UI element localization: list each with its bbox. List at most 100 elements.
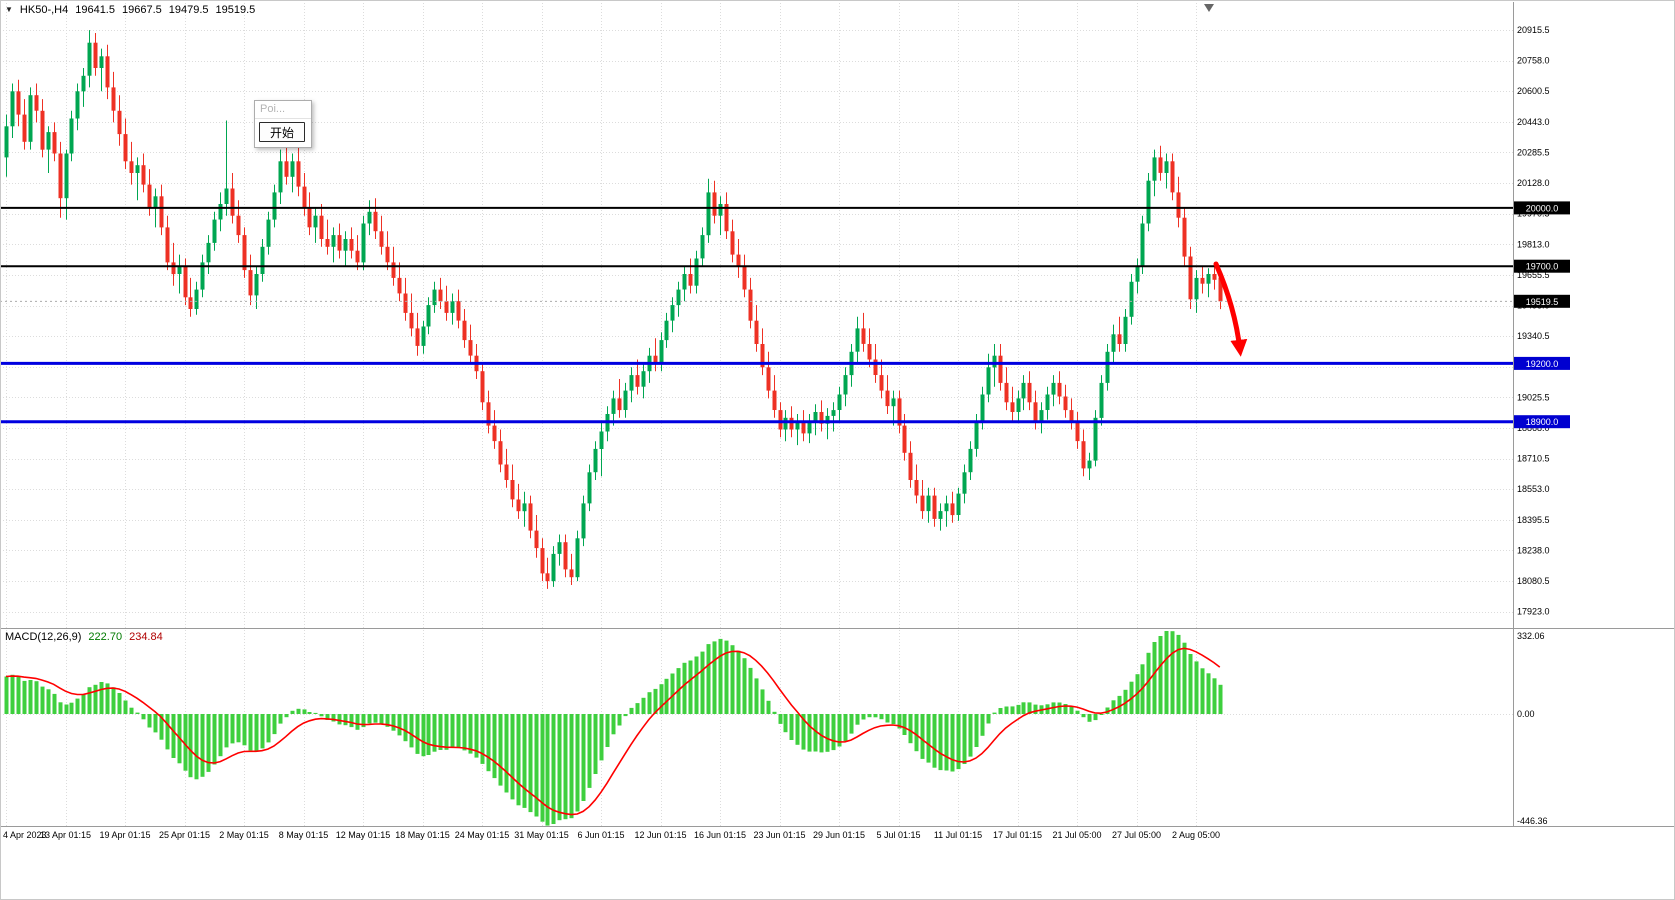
start-button[interactable]: 开始 bbox=[259, 122, 305, 142]
macd-bar bbox=[28, 680, 33, 714]
macd-bar bbox=[409, 714, 414, 748]
macd-bar bbox=[337, 714, 342, 725]
candle-down bbox=[248, 270, 253, 296]
candle-up bbox=[944, 503, 949, 512]
price-badge: 19200.0 bbox=[1514, 356, 1570, 370]
macd-bar bbox=[1200, 668, 1205, 714]
candle-up bbox=[87, 42, 92, 76]
time-axis-label: 2 Aug 05:00 bbox=[1172, 830, 1220, 840]
macd-bar bbox=[462, 714, 467, 751]
candle-up bbox=[599, 431, 604, 449]
macd-bar bbox=[867, 714, 872, 718]
candle-down bbox=[159, 196, 164, 228]
macd-bar bbox=[730, 645, 735, 714]
candle-up bbox=[670, 305, 675, 321]
ohlc-high: 19667.5 bbox=[121, 4, 162, 16]
candle-up bbox=[522, 503, 527, 512]
macd-bar bbox=[141, 714, 146, 720]
time-axis-label: 21 Jul 05:00 bbox=[1052, 830, 1101, 840]
macd-bar bbox=[522, 714, 527, 808]
macd-main-value: 222.70 bbox=[88, 631, 123, 643]
script-dialog[interactable]: Poi... 开始 bbox=[254, 100, 312, 148]
macd-bar bbox=[290, 710, 295, 714]
candle-up bbox=[194, 289, 199, 309]
macd-bar bbox=[1033, 704, 1038, 714]
macd-bar bbox=[938, 714, 943, 771]
price-axis[interactable]: 20915.5 20758.0 20600.5 20443.0 20285.5 20128… bbox=[1514, 25, 1570, 826]
macd-bar bbox=[385, 714, 390, 727]
macd-bar bbox=[540, 714, 545, 822]
macd-bar bbox=[183, 714, 188, 771]
price-axis-label: 20285.5 bbox=[1517, 147, 1550, 157]
macd-bar bbox=[944, 714, 949, 771]
candle-down bbox=[545, 573, 550, 582]
macd-bar bbox=[1170, 631, 1175, 714]
macd-bar bbox=[64, 704, 69, 714]
time-axis-label: 31 May 01:15 bbox=[514, 830, 569, 840]
candle-up bbox=[1087, 460, 1092, 469]
candle-down bbox=[998, 355, 1003, 383]
candle-up bbox=[224, 188, 229, 204]
macd-bar bbox=[813, 714, 818, 752]
candle-down bbox=[861, 328, 866, 344]
candle-up bbox=[587, 472, 592, 504]
macd-bar bbox=[444, 714, 449, 750]
macd-bar bbox=[426, 714, 431, 755]
price-axis-label: 19340.5 bbox=[1517, 331, 1550, 341]
macd-bar bbox=[843, 714, 848, 741]
macd-bar bbox=[575, 714, 580, 812]
chart-shift-marker-icon[interactable] bbox=[1204, 4, 1214, 12]
candle-down bbox=[712, 192, 717, 216]
macd-bar bbox=[736, 650, 741, 714]
macd-bar bbox=[664, 678, 669, 714]
macd-bar bbox=[920, 714, 925, 759]
macd-bar bbox=[557, 714, 562, 821]
candle-up bbox=[986, 367, 991, 395]
candle-down bbox=[635, 375, 640, 387]
candle-up bbox=[10, 91, 15, 127]
macd-bar bbox=[510, 714, 515, 800]
macd-bar bbox=[248, 714, 253, 751]
macd-bar bbox=[432, 714, 437, 752]
time-axis-label: 17 Jul 01:15 bbox=[993, 830, 1042, 840]
candle-up bbox=[28, 95, 33, 142]
candle-up bbox=[659, 340, 664, 364]
candle-down bbox=[1218, 277, 1223, 302]
candle-up bbox=[676, 289, 681, 306]
candle-down bbox=[760, 344, 765, 368]
candle-up bbox=[641, 371, 646, 387]
candle-down bbox=[724, 204, 729, 232]
candle-down bbox=[93, 42, 98, 68]
candle-down bbox=[766, 367, 771, 391]
macd-name: MACD(12,26,9) bbox=[5, 631, 82, 643]
macd-bar bbox=[10, 674, 15, 714]
candle-down bbox=[284, 161, 289, 177]
candle-down bbox=[147, 184, 152, 208]
macd-bar bbox=[1093, 714, 1098, 721]
macd-bar bbox=[801, 714, 806, 750]
svg-text:19519.5: 19519.5 bbox=[1526, 297, 1559, 307]
macd-bar bbox=[4, 676, 9, 714]
candle-up bbox=[891, 398, 896, 407]
macd-bar bbox=[272, 714, 277, 735]
annotation-arrow[interactable] bbox=[1213, 261, 1248, 357]
macd-bar bbox=[165, 714, 170, 750]
macd-bar bbox=[212, 714, 217, 765]
svg-text:20000.0: 20000.0 bbox=[1526, 203, 1559, 213]
macd-bar bbox=[171, 714, 176, 758]
macd-bar bbox=[819, 714, 824, 753]
candle-down bbox=[385, 246, 390, 263]
candle-down bbox=[183, 266, 188, 298]
macd-bar bbox=[468, 714, 473, 754]
price-axis-label: 19655.5 bbox=[1517, 270, 1550, 280]
macd-bar bbox=[93, 684, 98, 714]
macd-bar bbox=[1176, 634, 1181, 714]
macd-bar bbox=[147, 714, 152, 728]
macd-bar bbox=[135, 712, 140, 714]
candle-up bbox=[260, 246, 265, 274]
macd-bar bbox=[783, 714, 788, 733]
time-axis-label: 4 Apr 2023 bbox=[3, 830, 47, 840]
macd-bar bbox=[766, 700, 771, 714]
